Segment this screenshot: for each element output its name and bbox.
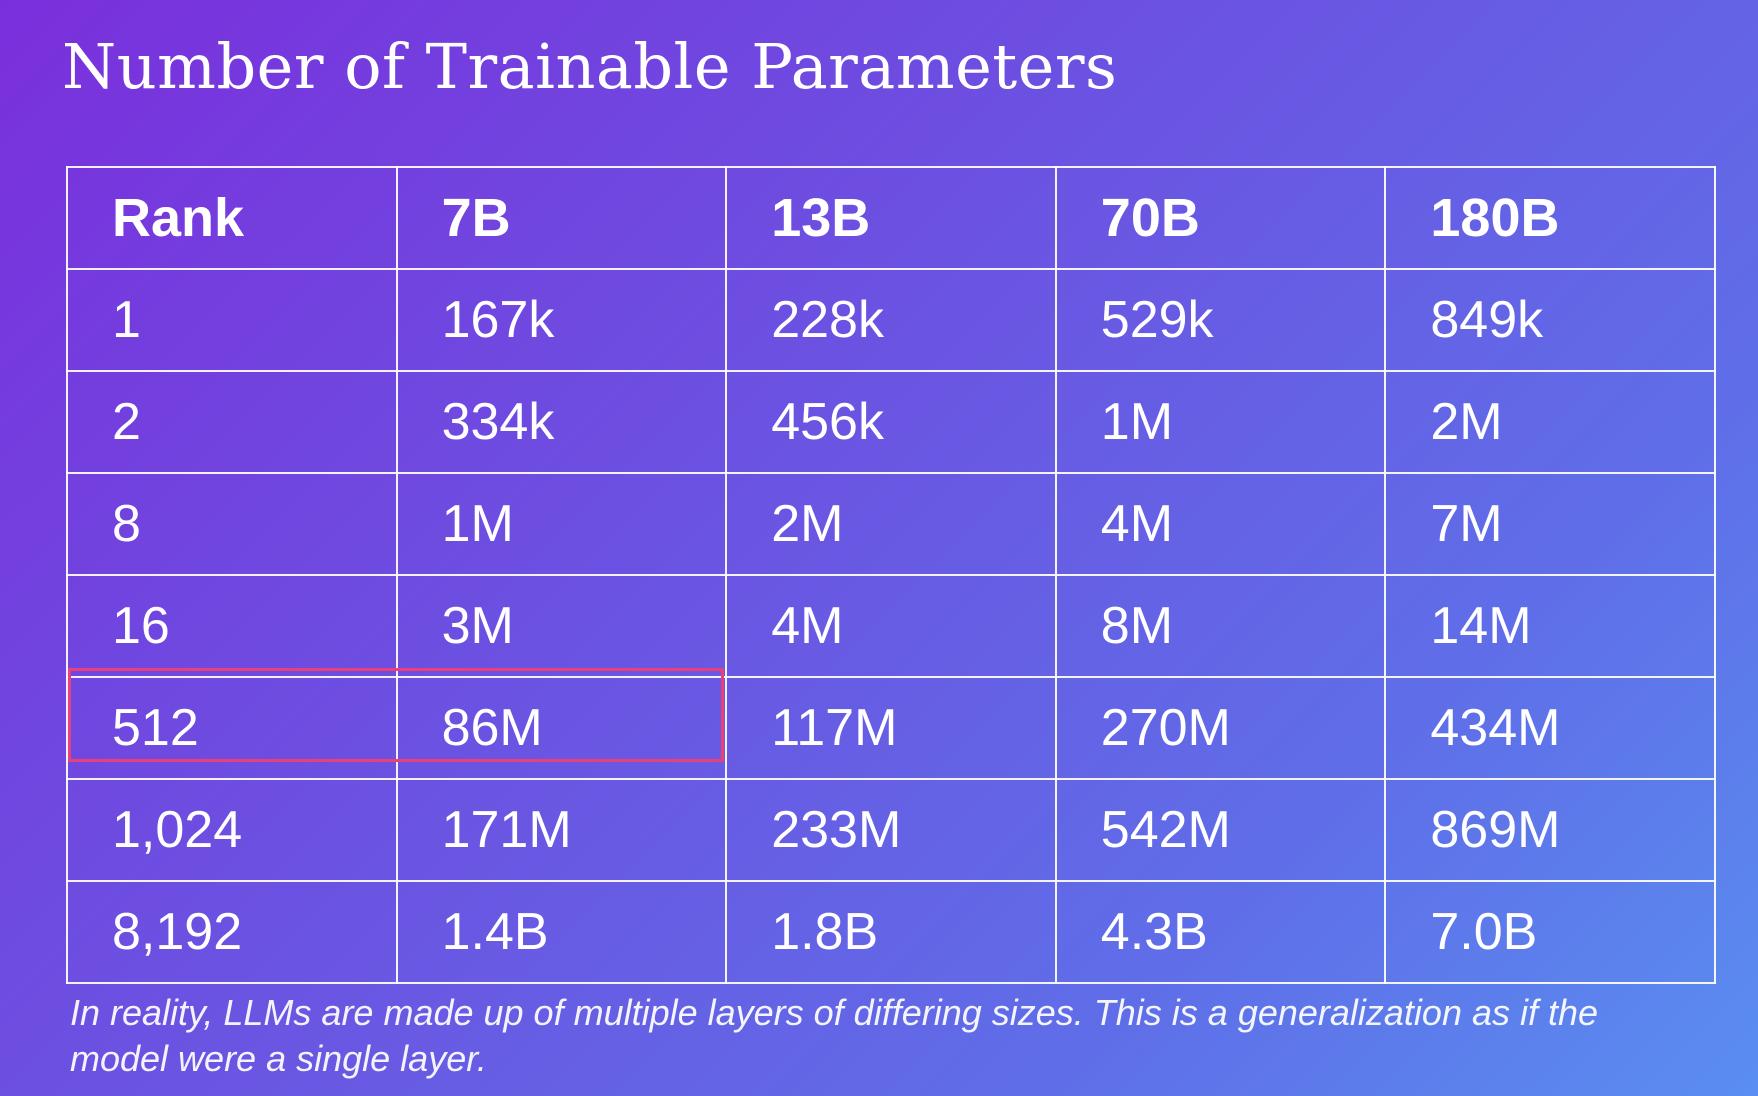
page-title: Number of Trainable Parameters [62,30,1118,103]
parameters-table: Rank 7B 13B 70B 180B 1 167k 228k 529k 84… [66,166,1716,984]
cell-7b: 167k [395,268,728,372]
cell-13b: 233M [725,778,1057,882]
cell-70b: 529k [1054,268,1387,372]
header-70b: 70B [1054,166,1387,270]
table-row-highlighted: 512 86M 117M 270M 434M [66,676,1716,780]
cell-180b: 434M [1384,676,1716,780]
cell-13b: 228k [725,268,1057,372]
cell-7b: 1M [395,472,728,576]
cell-rank: 8,192 [66,880,398,984]
cell-180b: 2M [1384,370,1716,474]
parameters-table-container: Rank 7B 13B 70B 180B 1 167k 228k 529k 84… [66,166,1716,984]
cell-13b: 4M [725,574,1057,678]
table-row: 1,024 171M 233M 542M 869M [66,778,1716,882]
table-row: 16 3M 4M 8M 14M [66,574,1716,678]
header-rank: Rank [66,166,398,270]
table-row: 2 334k 456k 1M 2M [66,370,1716,474]
cell-7b: 86M [395,676,728,780]
cell-rank: 8 [66,472,398,576]
footnote: In reality, LLMs are made up of multiple… [70,992,1599,1079]
cell-rank: 16 [66,574,398,678]
cell-rank: 512 [66,676,398,780]
table-row: 8,192 1.4B 1.8B 4.3B 7.0B [66,880,1716,984]
cell-70b: 8M [1054,574,1387,678]
cell-7b: 171M [395,778,728,882]
cell-70b: 4.3B [1054,880,1387,984]
table-row: 8 1M 2M 4M 7M [66,472,1716,576]
header-7b: 7B [395,166,728,270]
cell-70b: 4M [1054,472,1387,576]
cell-rank: 1 [66,268,398,372]
cell-180b: 14M [1384,574,1716,678]
table-header-row: Rank 7B 13B 70B 180B [66,166,1716,270]
cell-13b: 1.8B [725,880,1057,984]
cell-rank: 1,024 [66,778,398,882]
cell-70b: 542M [1054,778,1387,882]
cell-70b: 1M [1054,370,1387,474]
cell-7b: 334k [395,370,728,474]
cell-7b: 3M [395,574,728,678]
header-13b: 13B [725,166,1057,270]
cell-13b: 2M [725,472,1057,576]
cell-180b: 7M [1384,472,1716,576]
table-row: 1 167k 228k 529k 849k [66,268,1716,372]
cell-180b: 849k [1384,268,1716,372]
cell-rank: 2 [66,370,398,474]
cell-70b: 270M [1054,676,1387,780]
cell-180b: 7.0B [1384,880,1716,984]
cell-7b: 1.4B [395,880,728,984]
cell-13b: 456k [725,370,1057,474]
cell-180b: 869M [1384,778,1716,882]
cell-13b: 117M [725,676,1057,780]
header-180b: 180B [1384,166,1716,270]
